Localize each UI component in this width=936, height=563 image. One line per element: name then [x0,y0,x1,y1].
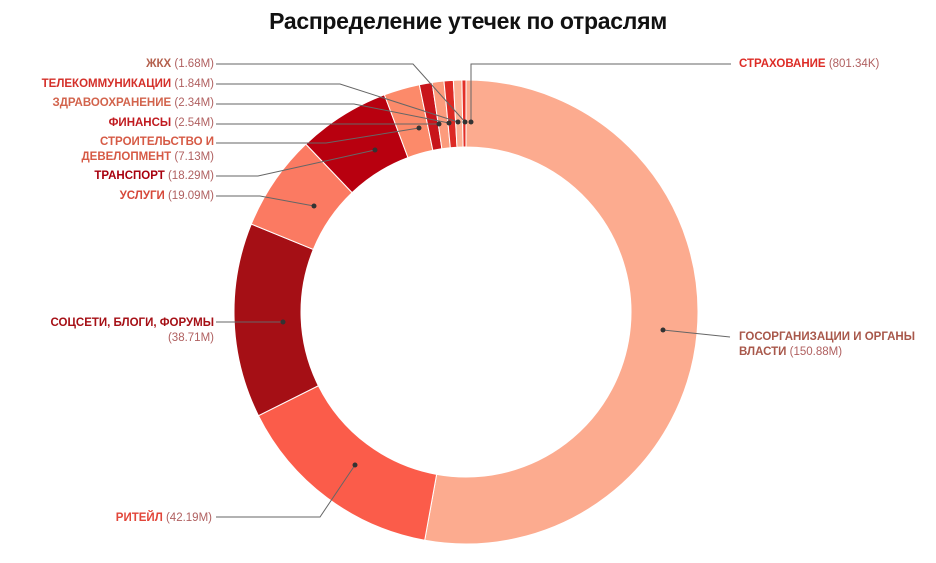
leader-line-8 [216,83,459,123]
label-zhkh: ЖКХ (1.68M) [146,58,214,70]
label-social: СОЦСЕТИ, БЛОГИ, ФОРУМЫ (38.71M) [50,317,214,344]
slice-0[interactable] [424,79,699,545]
leader-lines [216,63,731,518]
leader-dot-9 [462,119,468,125]
leader-dot-6 [436,121,442,127]
leader-dot-8 [455,119,461,125]
donut-slices [233,79,699,545]
label-retail: РИТЕЙЛ (42.19M) [115,512,212,524]
label-telecom: ТЕЛЕКОММУНИКАЦИИ (1.84M) [41,78,214,90]
leader-line-10 [470,63,731,122]
leader-dot-1 [352,462,358,468]
chart-title: Распределение утечек по отраслям [269,8,667,34]
slice-10[interactable] [461,79,467,148]
leader-dot-4 [372,147,378,153]
leader-dot-5 [416,125,422,131]
leader-dot-10 [468,119,474,125]
leader-line-0 [662,329,731,338]
slice-2[interactable] [233,223,320,417]
leader-dot-2 [280,319,286,325]
leader-line-9 [216,63,466,123]
label-construction: СТРОИТЕЛЬСТВО И ДЕВЕЛОПМЕНТ (7.13M) [81,136,214,163]
leader-line-3 [216,195,315,207]
leader-line-1 [216,464,356,518]
label-gos: ГОСОРГАНИЗАЦИИ И ОРГАНЫ ВЛАСТИ (150.88M) [739,331,915,358]
label-insurance: СТРАХОВАНИЕ (801.34K) [739,58,880,70]
leader-dot-3 [311,203,317,209]
leader-dot-0 [660,327,666,333]
leader-line-7 [216,103,450,124]
label-health: ЗДРАВООХРАНЕНИЕ (2.34M) [52,97,214,109]
leader-line-4 [216,149,376,177]
label-transport: ТРАНСПОРТ (18.29M) [94,170,214,182]
label-finance: ФИНАНСЫ (2.54M) [108,117,214,129]
label-services: УСЛУГИ (19.09M) [119,190,214,202]
leader-line-5 [216,127,420,144]
leader-dot-7 [446,120,452,126]
